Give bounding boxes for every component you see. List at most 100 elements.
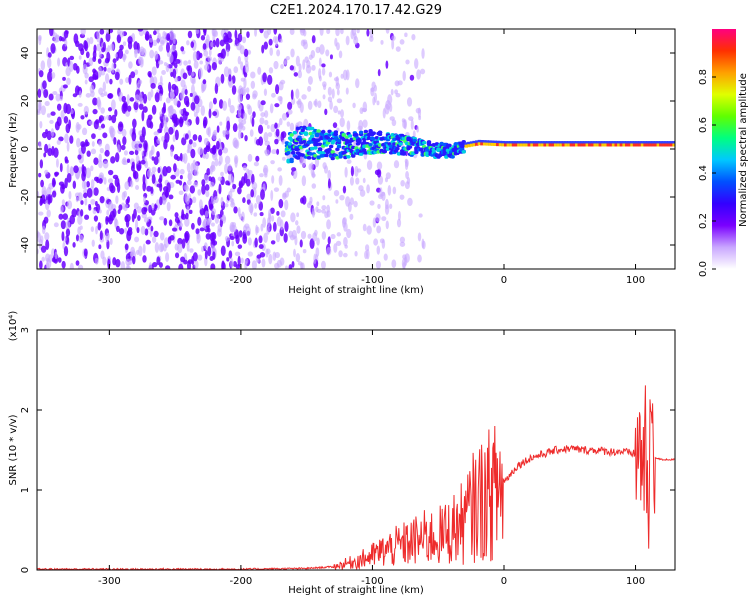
spectrogram-ridge-cell — [287, 142, 293, 146]
spectrogram-cell — [346, 159, 352, 164]
spectrogram-cell — [270, 189, 274, 201]
spectrogram-cell — [170, 174, 176, 180]
spectrogram-cell — [38, 99, 42, 111]
spectrogram-cell — [382, 108, 386, 119]
spectrogram-cell — [211, 222, 215, 227]
spectrogram-cell — [171, 113, 178, 124]
spectrogram-band-core — [643, 143, 647, 147]
spectrogram-cell — [384, 204, 390, 215]
spectrogram-cell — [258, 235, 263, 244]
spectrogram-cell — [405, 59, 410, 65]
spectrogram-cell — [42, 80, 47, 90]
spectrogram-cell — [179, 168, 185, 175]
spectrogram-cell — [174, 129, 179, 141]
spectrogram-ridge-cell — [300, 153, 305, 157]
spectrogram-band-core — [530, 143, 534, 147]
spectrogram-cell — [190, 102, 196, 111]
spectrogram-cell — [395, 92, 401, 98]
spectrogram-cell — [97, 99, 102, 110]
spectrogram-cell — [240, 257, 244, 264]
spectrogram-band-core — [640, 143, 645, 147]
spectrogram-cell — [142, 255, 147, 263]
spectrogram-cell — [97, 125, 102, 131]
spectrogram-cell — [107, 92, 114, 99]
spectrogram-cell — [371, 81, 376, 89]
spectrogram-ridge-cell — [377, 143, 383, 147]
spectrogram-band-core — [469, 143, 474, 147]
spectrogram-cell — [189, 92, 193, 97]
spectrogram-cell — [75, 260, 80, 266]
spectrogram-cell — [229, 235, 235, 240]
spectrogram-cell — [180, 90, 185, 101]
spectrogram-cell — [46, 113, 51, 118]
spectrogram-cell — [320, 260, 326, 269]
snr-y-scale-label: (x10⁴) — [8, 311, 19, 342]
spectrogram-cell — [114, 216, 118, 228]
snr-y-tick-label: 2 — [20, 407, 31, 413]
colorbar-tick-label: 0.0 — [698, 261, 709, 277]
spectrogram-cell — [332, 122, 338, 129]
spectrogram-cell — [94, 176, 99, 182]
spectrogram-cell — [63, 245, 69, 257]
spectrogram-cell — [97, 222, 102, 231]
spectrogram-cell — [322, 94, 326, 100]
spectrogram-cell — [321, 209, 326, 214]
spectrogram-cell — [335, 199, 339, 204]
spectrogram-cell — [98, 66, 102, 78]
spectrogram-cell — [128, 74, 132, 85]
spectrogram-cell — [143, 140, 148, 150]
spectrogram-cell — [380, 39, 384, 45]
spectrogram-ridge-cell — [336, 138, 342, 143]
spectrogram-cell — [107, 107, 113, 112]
spectrogram-cell — [274, 103, 280, 108]
spectrogram-band-core — [535, 143, 540, 147]
spectrogram-cell — [98, 140, 103, 147]
spectrogram-band-halo — [675, 141, 679, 146]
spectrogram-cell — [202, 43, 207, 50]
spectrogram-cell — [229, 104, 235, 114]
spectrogram-cell — [148, 262, 153, 269]
spectrogram-cell — [75, 196, 79, 203]
spectrogram-cell — [52, 90, 58, 96]
spectrogram-cell — [177, 243, 183, 254]
spectrogram-cell — [284, 221, 289, 232]
spectrogram-y-tick-label: 0 — [20, 146, 31, 152]
spectrogram-cell — [81, 143, 86, 154]
spectrogram-cell — [68, 190, 72, 200]
spectrogram-cell — [376, 245, 381, 255]
spectrogram-cell — [289, 234, 296, 241]
spectrogram-cell — [137, 79, 143, 85]
spectrogram-cell — [228, 74, 232, 82]
spectrogram-cell — [100, 123, 106, 129]
spectrogram-band-core — [532, 143, 537, 147]
spectrogram-cell — [166, 166, 172, 174]
spectrogram-cell — [337, 110, 341, 115]
spectrogram-cell — [86, 187, 93, 198]
spectrogram-cell — [62, 84, 68, 89]
spectrogram-band-core — [553, 143, 558, 147]
spectrogram-cell — [243, 71, 248, 78]
spectrogram-cell — [252, 111, 256, 119]
spectrogram-cell — [271, 92, 276, 98]
spectrogram-band-core — [614, 143, 618, 147]
spectrogram-cell — [127, 36, 133, 45]
spectrogram-cell — [159, 89, 163, 95]
spectrogram-ridge-cell — [306, 156, 312, 160]
spectrogram-cell — [242, 165, 247, 171]
spectrogram-cell — [102, 160, 109, 169]
spectrogram-cell — [178, 222, 184, 228]
spectrogram-cell — [224, 155, 231, 165]
spectrogram-cell — [104, 143, 110, 152]
spectrogram-cell — [414, 58, 419, 69]
spectrogram-cell — [193, 181, 199, 188]
spectrogram-cell — [302, 249, 307, 254]
spectrogram-cell — [107, 169, 114, 176]
spectrogram-cell — [238, 182, 244, 189]
spectrogram-cell — [321, 205, 327, 211]
spectrogram-cell — [51, 71, 56, 79]
spectrogram-cell — [295, 253, 301, 263]
spectrogram-cell — [263, 30, 269, 39]
spectrogram-y-tick-label: -20 — [20, 189, 31, 205]
